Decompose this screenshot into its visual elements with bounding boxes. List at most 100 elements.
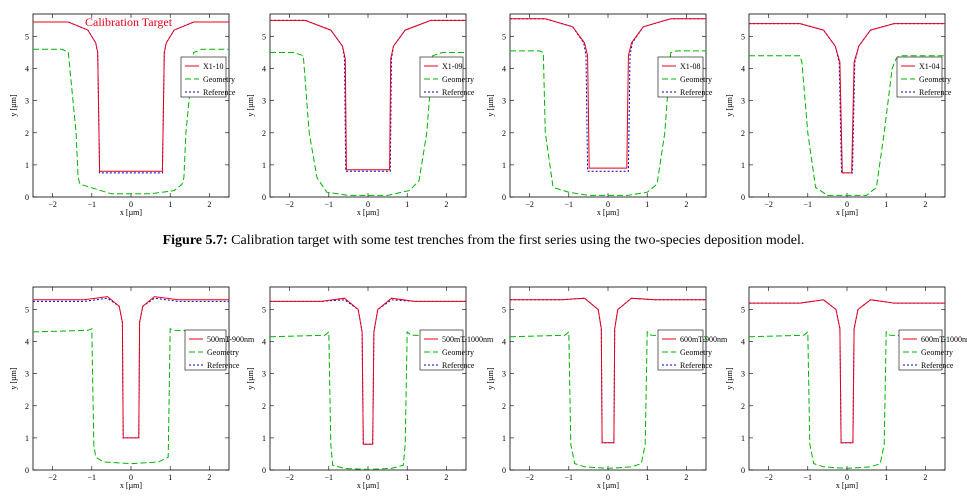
x-axis-label: x [µm] <box>597 208 619 217</box>
chart-panel-4: −2 −1 0 1 2 0 1 2 3 4 5 x [µm] y [µm] X1-04 Geometry Re… <box>725 13 952 217</box>
x-tick-label: 0 <box>845 200 849 209</box>
x-tick-label: −2 <box>525 200 534 209</box>
legend-entry: X1-08 <box>680 62 700 71</box>
y-tick-label: 4 <box>25 65 29 74</box>
legend-entry: Reference <box>680 361 713 370</box>
series-line-reference <box>749 299 945 444</box>
series-line-reference <box>33 21 229 174</box>
legend-box <box>657 56 704 98</box>
x-tick-label: −1 <box>325 200 334 209</box>
y-tick-label: 5 <box>262 305 266 314</box>
y-tick-label: 2 <box>25 129 29 138</box>
y-tick-label: 4 <box>741 338 745 347</box>
plot-frame <box>509 13 707 198</box>
chart-panel-3: −2 −1 0 1 2 0 1 2 3 4 5 x [µm] y [µm] X1-08 Geometry Re… <box>486 13 713 217</box>
legend-entry: Geometry <box>680 348 712 357</box>
y-axis-label: y [µm] <box>725 94 734 116</box>
series-line-geometry <box>32 327 230 465</box>
x-tick-label: 2 <box>923 473 927 482</box>
y-axis-label: y [µm] <box>486 367 495 389</box>
legend-entry: Reference <box>921 361 954 370</box>
y-tick-label: 2 <box>502 129 506 138</box>
legend-box <box>898 329 943 371</box>
x-axis-label: x [µm] <box>836 481 858 490</box>
x-tick-label: −1 <box>565 200 574 209</box>
y-axis-label: y [µm] <box>725 367 734 389</box>
y-axis-label: y [µm] <box>246 367 255 389</box>
y-tick-label: 3 <box>262 97 266 106</box>
y-tick-label: 4 <box>741 65 745 74</box>
series-line-x1-09 <box>270 19 466 171</box>
x-tick-label: 1 <box>645 473 649 482</box>
x-tick-label: 2 <box>444 473 448 482</box>
legend-entry: X1-10 <box>203 62 223 71</box>
legend-entry: Reference <box>207 361 240 370</box>
x-tick-label: 1 <box>645 200 649 209</box>
x-tick-label: −1 <box>88 473 97 482</box>
legend-entry: Reference <box>203 88 236 97</box>
chart-panel-5: −2 −1 0 1 2 0 1 2 3 4 5 x [µm] y [µm] 500mT-900nm Geom… <box>9 286 255 490</box>
legend-entry: Geometry <box>207 348 239 357</box>
chart-panel-7: −2 −1 0 1 2 0 1 2 3 4 5 x [µm] y [µm] 600mT-900nm Geom… <box>486 286 728 490</box>
y-tick-label: 1 <box>502 434 506 443</box>
x-tick-label: −2 <box>285 200 294 209</box>
y-tick-label: 0 <box>262 193 266 202</box>
x-tick-label: −2 <box>48 200 57 209</box>
x-tick-label: 0 <box>129 200 133 209</box>
figure-caption: Figure 5.7: Calibration target with some… <box>0 233 967 249</box>
y-tick-label: 0 <box>262 466 266 475</box>
legend: X1-04 Geometry Reference <box>896 56 952 98</box>
x-axis-label: x [µm] <box>357 208 379 217</box>
series-line-600mt-900nm <box>510 297 706 444</box>
caption-label: Figure 5.7: <box>162 233 228 248</box>
series-line-reference <box>749 23 945 174</box>
plot-frame <box>748 13 946 198</box>
legend-box <box>419 56 464 98</box>
legend-entry: Geometry <box>203 75 235 84</box>
legend-box <box>419 329 464 371</box>
legend-box <box>896 56 943 98</box>
legend-entry: X1-04 <box>919 62 939 71</box>
y-tick-label: 0 <box>502 193 506 202</box>
x-axis-label: x [µm] <box>120 481 142 490</box>
y-tick-label: 4 <box>262 338 266 347</box>
series-line-x1-08 <box>510 18 706 169</box>
y-tick-label: 3 <box>25 97 29 106</box>
legend: 500mT-900nm Geometry Reference <box>184 329 255 371</box>
y-tick-label: 4 <box>502 338 506 347</box>
legend: X1-10 Geometry Reference <box>180 56 236 98</box>
x-tick-label: −1 <box>565 473 574 482</box>
series-line-geometry <box>270 52 466 196</box>
legend-entry: Geometry <box>680 75 712 84</box>
y-tick-label: 5 <box>262 32 266 41</box>
series-line-600mt-1000nm <box>749 299 945 444</box>
legend: X1-09 Geometry Reference <box>419 56 475 98</box>
x-tick-label: 0 <box>606 200 610 209</box>
series-line-reference <box>270 299 466 445</box>
legend-entry: Geometry <box>442 75 474 84</box>
y-tick-label: 2 <box>741 402 745 411</box>
x-tick-label: −2 <box>525 473 534 482</box>
series-line-geometry <box>269 330 467 470</box>
x-axis-label: x [µm] <box>836 208 858 217</box>
y-axis-label: y [µm] <box>246 94 255 116</box>
legend-entry: Geometry <box>919 75 951 84</box>
series-line-500mt-900nm <box>33 296 229 439</box>
y-tick-label: 3 <box>741 370 745 379</box>
legend-box <box>657 329 704 371</box>
y-axis-label: y [µm] <box>9 94 18 116</box>
caption-text: Calibration target with some test trench… <box>231 233 805 248</box>
y-tick-label: 2 <box>502 402 506 411</box>
x-tick-label: 2 <box>207 473 211 482</box>
y-tick-label: 4 <box>502 65 506 74</box>
y-tick-label: 1 <box>25 161 29 170</box>
legend-entry: 600mT-1000nm <box>921 335 967 344</box>
series-line-geometry <box>509 330 707 469</box>
legend: 600mT-1000nm Geometry Reference <box>898 329 967 371</box>
y-tick-label: 2 <box>262 402 266 411</box>
legend-entry: 500mT-900nm <box>207 335 255 344</box>
y-tick-label: 1 <box>262 161 266 170</box>
y-tick-label: 1 <box>262 434 266 443</box>
legend-entry: 600mT-900nm <box>680 335 728 344</box>
